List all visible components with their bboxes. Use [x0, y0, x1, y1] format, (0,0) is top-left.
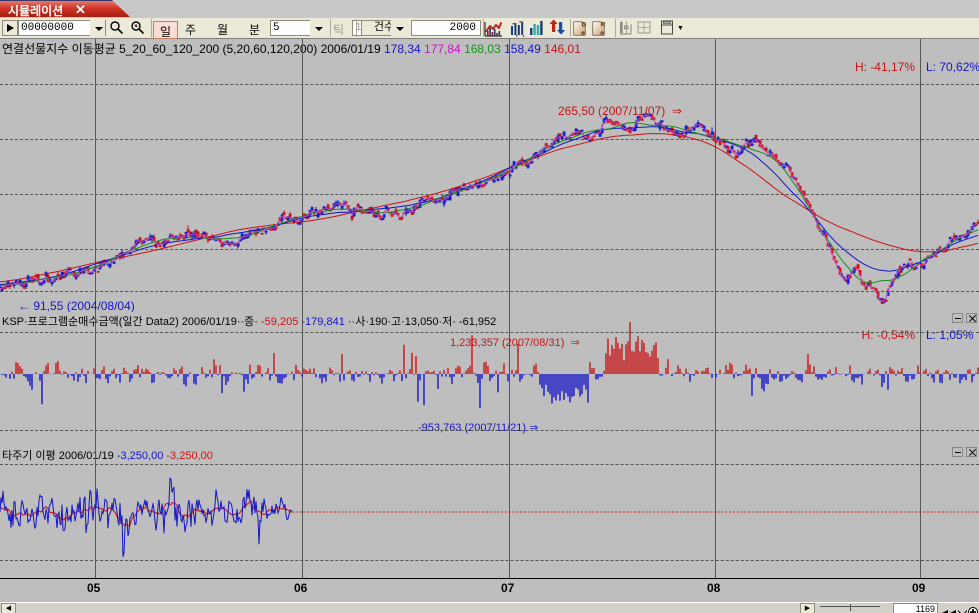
svg-text:R: R — [601, 22, 606, 29]
svg-text:D: D — [582, 22, 587, 29]
